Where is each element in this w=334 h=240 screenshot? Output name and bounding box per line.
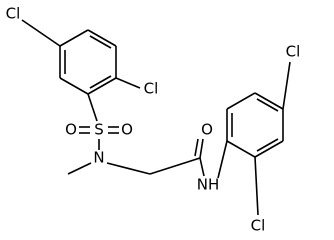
atom-label: Cl [144,80,159,98]
atom-label: Cl [6,5,21,23]
bonds [21,19,291,216]
atom-label: N [93,149,104,167]
atom-label: O [121,121,133,139]
atom-label: O [65,121,77,139]
atom-label: Cl [251,217,266,235]
atom-label: NH [197,176,220,194]
atom-label: Cl [286,43,301,61]
atom-label: O [201,121,213,139]
atom-label: S [94,121,104,139]
